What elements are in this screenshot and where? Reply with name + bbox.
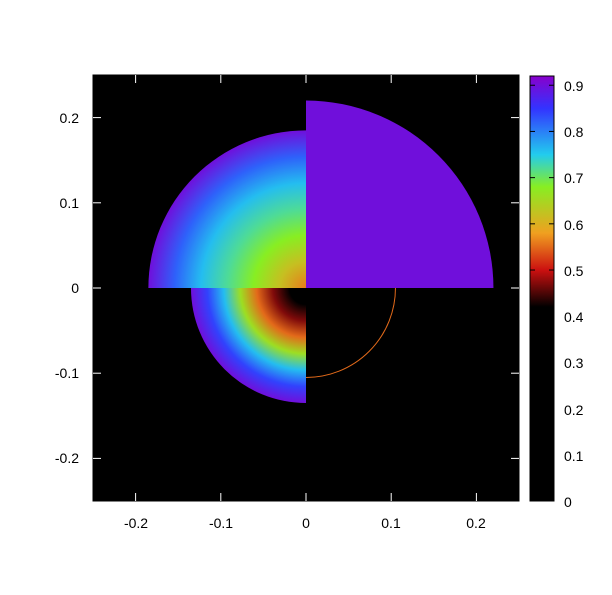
colorbar-tick-label: 0.1 [564, 448, 584, 464]
axis-ticks [93, 75, 519, 501]
colorbar-tick-label: 0 [564, 494, 572, 510]
colorbar-ticks [530, 84, 554, 502]
y-tick-label: 0.2 [60, 110, 80, 126]
x-tick-label: -0.2 [124, 515, 148, 531]
x-tick-label: 0.2 [466, 515, 486, 531]
colorbar-gradient [530, 76, 554, 501]
colorbar-tick-label: 0.4 [564, 309, 584, 325]
y-tick-label: 0.1 [60, 195, 80, 211]
x-tick-label: 0.1 [381, 515, 401, 531]
colorbar-tick-labels: 0 0.1 0.2 0.3 0.4 0.5 0.6 0.7 0.8 0.9 [564, 78, 584, 510]
x-tick-labels: -0.2 -0.1 0 0.1 0.2 [124, 515, 486, 531]
sector-lower-right [305, 287, 396, 378]
colorbar-tick-label: 0.7 [564, 170, 584, 186]
colorbar [529, 75, 555, 502]
colorbar-tick-label: 0.8 [564, 124, 584, 140]
colorbar-frame [529, 75, 555, 502]
sector-layer [148, 100, 494, 404]
colorbar-tick-label: 0.2 [564, 402, 584, 418]
colorbar-tick-label: 0.6 [564, 217, 584, 233]
x-tick-label: -0.1 [209, 515, 233, 531]
x-tick-label: 0 [302, 515, 310, 531]
y-tick-label: -0.2 [55, 450, 79, 466]
sector-upper-left [148, 130, 306, 288]
sector-lower-left [190, 288, 306, 404]
sector-upper-right [306, 100, 494, 288]
colorbar-tick-label: 0.5 [564, 263, 584, 279]
y-tick-label: 0 [71, 280, 79, 296]
y-tick-labels: 0.2 0.1 0 -0.1 -0.2 [55, 110, 79, 466]
colorbar-tick-label: 0.3 [564, 355, 584, 371]
colorbar-tick-label: 0.9 [564, 78, 584, 94]
y-tick-label: -0.1 [55, 365, 79, 381]
